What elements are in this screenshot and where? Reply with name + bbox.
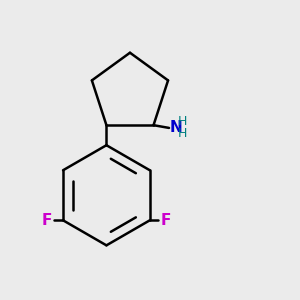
Text: N: N: [170, 120, 183, 135]
Text: F: F: [42, 213, 52, 228]
Text: H: H: [177, 127, 187, 140]
Text: F: F: [161, 213, 171, 228]
Text: H: H: [177, 115, 187, 128]
